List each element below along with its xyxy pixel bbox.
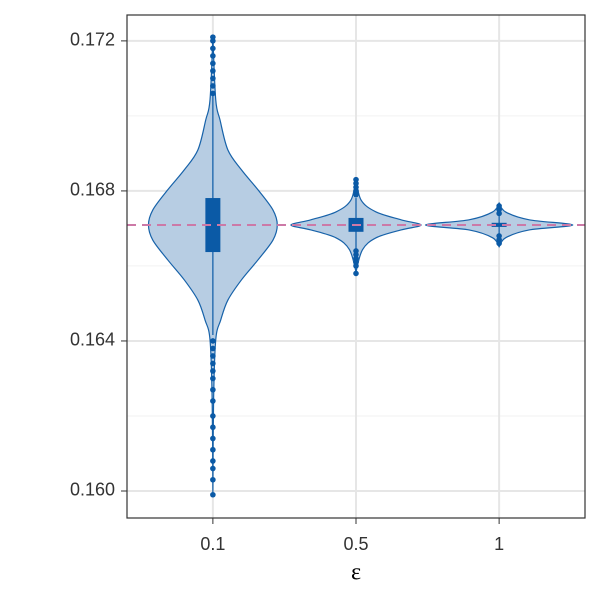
outlier	[353, 263, 359, 269]
outlier	[496, 240, 502, 247]
outlier	[353, 176, 359, 183]
outlier	[210, 45, 216, 52]
outlier	[210, 398, 216, 404]
x-tick-label: 0.1	[200, 534, 225, 554]
outlier	[210, 353, 216, 359]
x-tick-label: 0.5	[343, 534, 368, 554]
outlier	[210, 465, 216, 472]
outlier	[210, 375, 216, 382]
outlier	[210, 476, 216, 483]
y-tick-label: 0.164	[70, 330, 115, 350]
outlier	[210, 458, 216, 464]
outlier	[210, 338, 216, 344]
outlier	[210, 53, 216, 59]
outlier	[210, 68, 216, 74]
outlier	[496, 203, 502, 209]
y-tick-label: 0.168	[70, 180, 115, 200]
outlier	[210, 446, 216, 453]
outlier	[210, 413, 216, 419]
panel-border	[126, 14, 586, 519]
y-tick-label: 0.172	[70, 30, 115, 50]
outlier	[210, 435, 216, 442]
outlier	[210, 386, 216, 393]
y-tick-label: 0.160	[70, 480, 115, 500]
outlier	[210, 491, 216, 498]
outlier	[210, 60, 216, 67]
outlier	[210, 90, 216, 97]
x-axis-label: ε	[351, 560, 361, 586]
outlier	[210, 34, 216, 40]
outlier	[210, 360, 216, 367]
outlier	[210, 75, 216, 82]
outlier	[210, 83, 216, 89]
x-tick-label: 1	[494, 534, 504, 554]
outlier	[353, 270, 359, 277]
outlier	[210, 345, 216, 352]
outlier	[210, 368, 216, 374]
outlier	[210, 424, 216, 431]
